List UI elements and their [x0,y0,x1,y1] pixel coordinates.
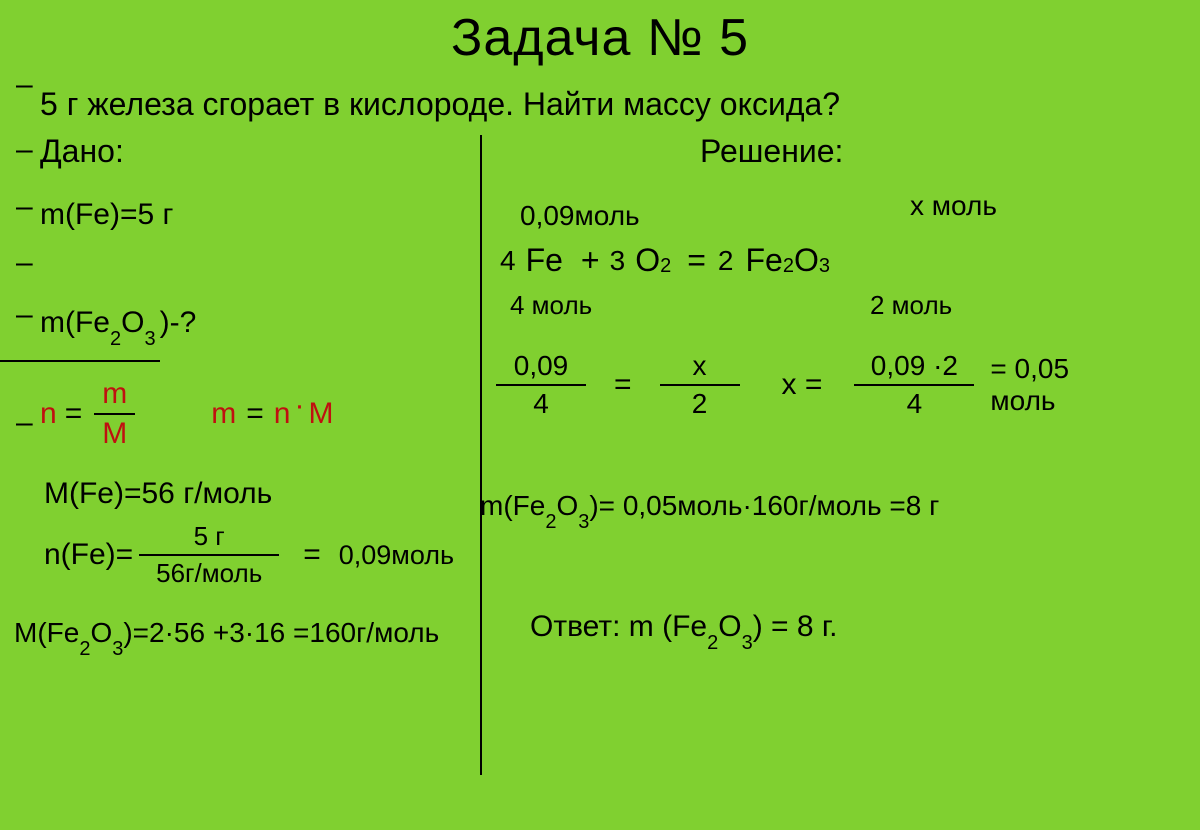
x-unit: моль [990,385,1055,417]
solution-body: 0,09моль х моль 4 Fe + 3 O2 = 2 Fe2O3 4 … [440,190,1200,830]
species-fe2o3-a: Fe [745,242,782,279]
molar-mass-fe2o3: M(Fe2O3)=2·56 +3·16 =160г/моль [14,617,440,655]
mm-mid: O [90,617,112,648]
mole-calc-fe: n(Fe)= 5 г 56г/моль = 0,09моль [44,521,440,589]
frac-num: x [685,350,715,384]
mass-prefix: m(Fe [480,490,545,521]
mm-suffix: )=2·56 +3·16 =160г/моль [123,617,439,648]
species-o: O [635,242,660,279]
dot-operator: · [294,389,304,423]
equals: = [303,538,321,572]
frac-b: x 2 [660,350,740,420]
frac-den: 4 [525,386,557,420]
under-annot-right: 2 моль [870,290,952,321]
find-sub1: 2 [110,328,121,350]
sub-2: 2 [783,255,794,278]
sub-2: 2 [707,632,718,654]
sub-3: 3 [819,255,830,278]
species-fe: Fe [526,242,563,279]
given-label: Дано: [40,133,124,170]
x-result-block: = 0,05 моль [990,353,1069,417]
mm-sub1: 2 [79,638,90,660]
coef-1: 4 [500,245,516,277]
find-expression: m(Fe2O3)-? [40,306,196,345]
formula-n: n = m M [40,377,141,451]
top-annot-right: х моль [910,190,997,222]
answer-suffix: ) = 8 г. [753,610,838,643]
answer: Ответ: m (Fe2O3) = 8 г. [530,610,838,649]
nfe-label: n(Fe)= [44,538,133,572]
molar-mass-fe: M(Fe)=56 г/моль [44,477,440,511]
bullet-dash: – [0,133,40,190]
frac-den: 4 [899,386,931,420]
find-mid: O [121,306,144,339]
mm-sub2: 3 [112,638,123,660]
under-annot-left: 4 моль [510,290,592,321]
frac-num: 5 г [186,521,233,554]
mass-suffix: )= 0,05моль·160г/моль =8 г [589,490,939,521]
sub-2: 2 [545,511,556,533]
frac-a: 0,09 4 [496,350,586,420]
frac-den: 56г/моль [148,556,270,589]
equals: = [246,397,264,431]
var-M: M [308,397,333,431]
mass-mid: O [556,490,578,521]
sub-2: 2 [660,255,671,278]
frac-den: M [94,415,135,451]
slide-title: Задача № 5 [0,0,1200,68]
solution-panel: Решение: 0,09моль х моль 4 Fe + 3 O2 = 2… [440,133,1200,830]
frac-num: 0,09 ·2 [863,350,966,384]
var-n: n [274,397,291,431]
frac-den: 2 [684,386,716,420]
equals: = [614,368,632,402]
find-suffix: )-? [160,306,197,339]
answer-mid: O [718,610,741,643]
plus: + [581,242,600,279]
bullet-dash: – [0,68,40,133]
formula-m: m = n · M [211,397,333,431]
find-prefix: m(Fe [40,306,110,339]
coef-3: 2 [718,245,734,277]
sub-3: 3 [742,632,753,654]
x-label: x = [782,368,823,402]
mass-fe2o3-calc: m(Fe2O3)= 0,05моль·160г/моль =8 г [480,490,939,528]
bullet-dash: – [0,406,40,440]
find-sub2: 3 [144,328,155,350]
given-mass-fe: m(Fe)=5 г [40,198,173,232]
var-m: m [211,397,236,431]
frac-x: 0,09 ·2 4 [854,350,974,420]
top-annot-left: 0,09моль [520,200,640,232]
nfe-result: 0,09моль [339,540,454,571]
fraction-m-over-M: m M [94,377,135,451]
bullet-dash: – [0,190,40,246]
problem-text: 5 г железа сгорает в кислороде. Найти ма… [40,68,880,133]
frac-num: 0,09 [506,350,577,384]
frac-num: m [94,377,135,413]
answer-prefix: Ответ: m (Fe [530,610,707,643]
proportion: 0,09 4 = x 2 x = 0,09 ·2 4 = 0,05 [490,350,1069,420]
bullet-dash: – [0,298,40,359]
fraction-nfe: 5 г 56г/моль [139,521,279,589]
coef-2: 3 [610,245,626,277]
chemical-equation: 4 Fe + 3 O2 = 2 Fe2O3 [500,242,830,279]
solution-label: Решение: [700,133,1200,170]
equals: = [65,397,83,431]
bullet-dash: – [0,246,40,298]
x-result: = 0,05 [990,353,1069,385]
given-panel: – Дано: – m(Fe)=5 г – – m(Fe2O3)-? – n =… [0,133,440,830]
equals: = [687,242,706,279]
var-n: n [40,397,57,431]
mm-prefix: M(Fe [14,617,79,648]
sub-3: 3 [578,511,589,533]
species-fe2o3-b: O [794,242,819,279]
